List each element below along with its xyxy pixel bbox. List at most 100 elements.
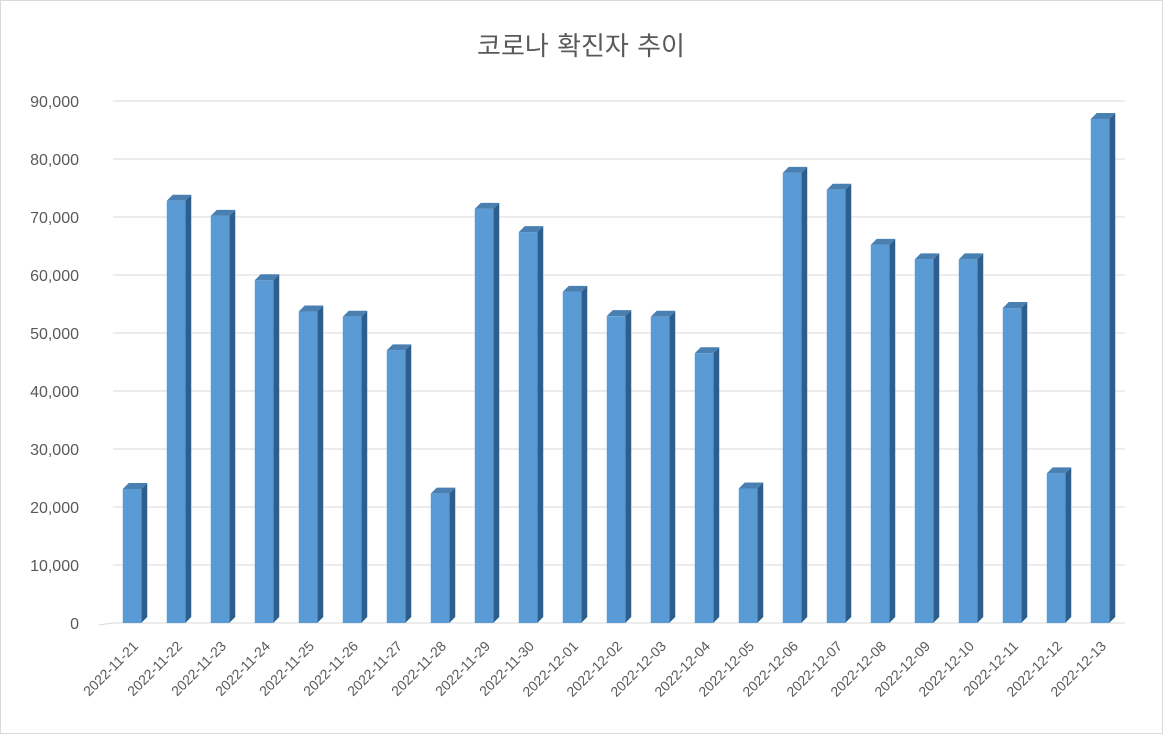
bar-top (782, 166, 808, 173)
bar-front (430, 493, 450, 623)
bar-front (914, 259, 934, 623)
bar-top (166, 194, 192, 201)
bar-top (1046, 467, 1072, 474)
bar (386, 344, 412, 623)
y-tick-label: 70,000 (30, 210, 79, 227)
floor-edge (98, 622, 114, 626)
bar-front (870, 244, 890, 623)
bar-side (1021, 302, 1028, 623)
bar (914, 253, 940, 623)
bar-top (650, 310, 676, 317)
bar-front (562, 291, 582, 623)
bar-front (1002, 308, 1022, 623)
bar (122, 483, 148, 623)
bar-top (298, 305, 324, 312)
bar-front (210, 215, 230, 623)
bar-side (625, 310, 632, 623)
bar-side (185, 194, 192, 623)
bar-front (694, 353, 714, 623)
bar-side (141, 483, 148, 623)
bar-side (933, 253, 940, 623)
bar-top (210, 209, 236, 216)
bar (738, 482, 764, 623)
bar-top (518, 226, 544, 233)
bar-front (474, 208, 494, 623)
bar-side (977, 253, 984, 623)
bar-top (430, 487, 456, 494)
bar (606, 310, 632, 623)
bar-front (518, 232, 538, 623)
y-tick-label: 60,000 (30, 268, 79, 285)
bar-side (537, 226, 544, 623)
bar-top (694, 347, 720, 354)
bar-side (1109, 112, 1116, 623)
bar (210, 209, 236, 623)
bar (826, 183, 852, 624)
bar-top (342, 310, 368, 317)
bar-side (889, 238, 896, 623)
bar-side (405, 344, 412, 623)
bar-side (449, 487, 456, 623)
bar (430, 487, 456, 623)
bar-front (122, 489, 142, 623)
bar (958, 253, 984, 623)
y-axis-tick-labels: 0 10,000 20,000 30,000 40,000 50,000 60,000 70,… (30, 94, 79, 633)
y-tick-label: 50,000 (30, 326, 79, 343)
bar (650, 310, 676, 623)
bar (562, 285, 588, 623)
bar-top (254, 274, 280, 281)
bar (1090, 112, 1116, 623)
bar (474, 202, 500, 623)
y-tick-label: 40,000 (30, 384, 79, 401)
bar-top (958, 253, 984, 260)
y-tick-label: 20,000 (30, 500, 79, 517)
y-tick-label: 0 (70, 616, 79, 633)
bar-side (757, 482, 764, 623)
bar-front (166, 200, 186, 623)
bar-top (386, 344, 412, 351)
chart-title: 코로나 확진자 추이 (477, 32, 685, 62)
bar-top (870, 238, 896, 245)
bar-top (914, 253, 940, 260)
y-tick-label: 90,000 (30, 94, 79, 111)
bar (518, 226, 544, 623)
bar (1002, 302, 1028, 623)
bar-side (845, 183, 852, 624)
bar-front (342, 316, 362, 623)
bar-front (738, 488, 758, 623)
bar-side (493, 202, 500, 623)
x-axis-tick-labels: 2022-11-212022-11-222022-11-232022-11-24… (80, 638, 1109, 700)
bar-top (122, 483, 148, 490)
bar (298, 305, 324, 623)
bar-front (1090, 118, 1110, 623)
y-tick-label: 30,000 (30, 442, 79, 459)
y-tick-label: 80,000 (30, 152, 79, 169)
bar-side (361, 310, 368, 623)
bar-front (298, 311, 318, 623)
bar-side (801, 166, 808, 624)
bars (122, 112, 1116, 624)
bar-front (782, 172, 802, 624)
bar (254, 274, 280, 623)
bar-top (474, 202, 500, 209)
bar-front (386, 350, 406, 623)
bar (166, 194, 192, 623)
bar-front (1046, 473, 1066, 623)
bar-front (958, 259, 978, 623)
bar-front (254, 280, 274, 623)
bar (342, 310, 368, 623)
bar-side (1065, 467, 1072, 623)
bar-side (229, 209, 236, 623)
bar-top (1002, 302, 1028, 309)
bar-top (1090, 112, 1116, 119)
bar-front (650, 316, 670, 623)
bar (870, 238, 896, 623)
bar-side (669, 310, 676, 623)
bar-top (826, 183, 852, 190)
bar-side (317, 305, 324, 623)
bar-side (273, 274, 280, 623)
bar-top (562, 285, 588, 292)
bar-front (606, 316, 626, 623)
